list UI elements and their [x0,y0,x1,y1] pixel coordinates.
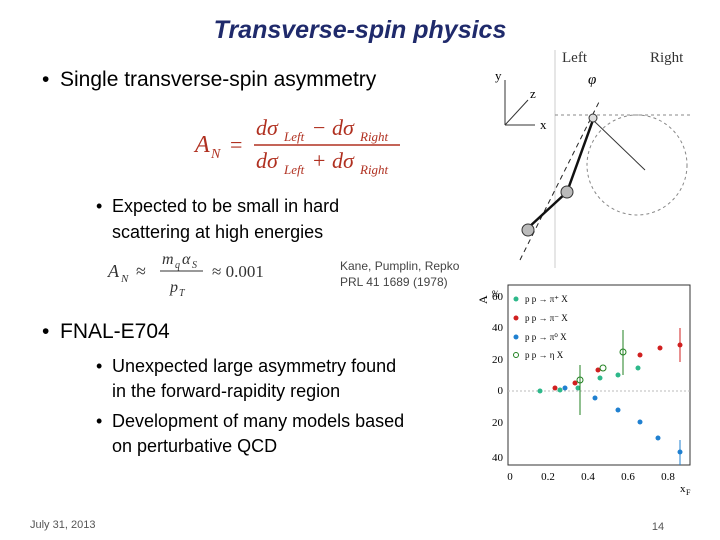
x-tick: 0.6 [621,471,635,483]
f-den-sub: T [179,288,186,299]
f-n1: dσ [256,115,279,140]
legend-marker [513,296,519,302]
sub-bullet: in the forward-rapidity region [112,381,340,401]
reference: PRL 41 1689 (1978) [340,275,448,289]
bullet-dot: • [96,196,102,216]
bullet-dot: • [42,68,49,91]
sub-bullet: Expected to be small in hard [112,196,339,216]
particle [521,223,535,237]
particle [588,113,598,123]
title: Transverse-spin physics [214,16,507,44]
formula: A N = dσ Left − dσ Right dσ Left + dσ Ri… [193,115,400,177]
f-a: A [193,132,210,158]
track [592,119,646,171]
bullet: Single transverse-spin asymmetry [60,68,377,91]
sub-bullet: on perturbative QCD [112,436,277,456]
circle [586,114,688,216]
x-label: x [680,483,686,495]
reference: Kane, Pumplin, Repko [340,259,460,273]
f-minus: − [313,115,325,140]
points [537,365,641,394]
f-d1s: Left [283,162,305,177]
f-n1s: Left [283,129,305,144]
x-tick: 0.2 [541,471,555,483]
y-tick: 20 [492,354,504,366]
arrow [565,119,595,193]
x-tick: 0.8 [661,471,675,483]
f-num2: α [182,251,191,268]
f-eq: = [230,132,242,157]
y-label: A [476,295,490,304]
f-d2: dσ [332,148,355,173]
sub-bullet: scattering at high energies [112,222,323,242]
f-den: p [169,279,178,296]
f-plus: + [313,148,325,173]
f-num-sub: q [175,260,180,271]
label: y [495,68,502,83]
f-n2: dσ [332,115,355,140]
bullet-dot: • [42,320,49,343]
label: Left [562,50,588,66]
legend: p p → π⁺ X [525,294,568,304]
f-sub: N [120,273,129,285]
f-a: A [107,261,120,281]
f-sub: N [210,147,221,162]
legend: p p → π⁻ X [525,313,568,323]
x-tick: 0.4 [581,471,595,483]
arrow [527,191,568,229]
legend: p p → η X [525,350,564,360]
bullet-dot: • [96,411,102,431]
f-approx2: ≈ 0.001 [212,262,264,281]
plot: A % 60 40 20 0 20 40 0 0.2 0.4 0.6 0.8 x… [476,284,691,497]
label: z [530,86,536,101]
y-tick: 40 [492,322,504,334]
points [552,342,683,391]
y-tick: 40 [492,452,504,464]
legend-marker [513,334,519,340]
bullet: FNAL-E704 [60,320,170,343]
legend-marker [513,315,519,321]
x-tick: 0 [507,471,513,483]
legend-marker [513,352,519,358]
axis [504,99,529,126]
y-tick: 20 [492,417,504,429]
f-n2s: Right [359,129,389,144]
page-number: 14 [652,521,664,533]
sub-bullet: Development of many models based [112,411,404,431]
bullet-dot: • [96,356,102,376]
f-approx: ≈ [136,261,146,281]
label: x [540,117,547,132]
formula: A N ≈ m q α S p T ≈ 0.001 [107,251,264,299]
y-tick: 60 [492,291,504,303]
f-num: m [162,251,174,268]
sub-bullet: Unexpected large asymmetry found [112,356,396,376]
footer-date: July 31, 2013 [30,519,95,531]
label: φ [588,72,596,88]
label: Right [650,50,684,66]
y-label-sub: % [492,289,500,299]
x-label-sub: F [686,488,691,497]
legend: p p → π⁰ X [525,332,567,342]
y-tick: 0 [498,385,504,397]
dash [519,99,601,261]
particle [560,185,574,199]
spin-diagram: Left Right y z x φ [495,50,690,261]
f-d1: dσ [256,148,279,173]
f-d2s: Right [359,162,389,177]
plot-frame [507,284,691,466]
f-num2-sub: S [192,260,197,271]
